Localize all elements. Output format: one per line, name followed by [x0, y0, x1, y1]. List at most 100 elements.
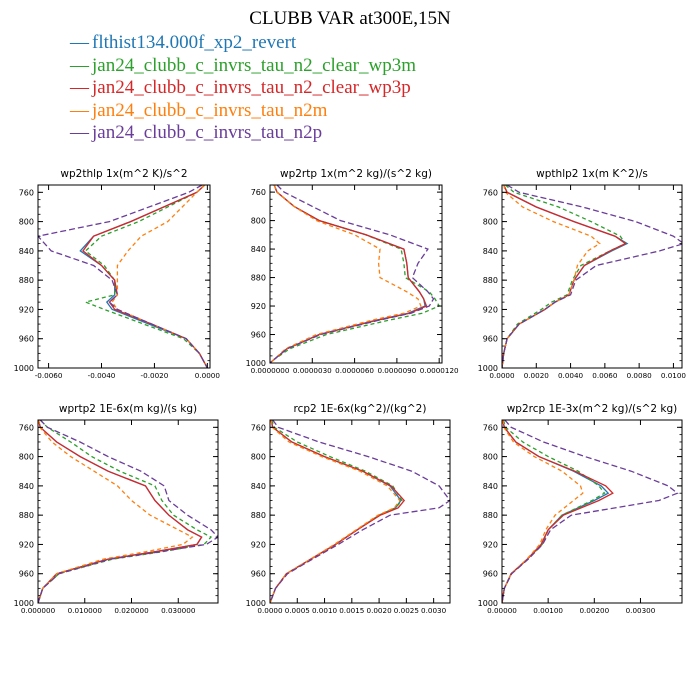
y-tick-label: 760 — [251, 423, 266, 432]
y-tick-label: 960 — [483, 570, 498, 579]
y-tick-label: 960 — [19, 570, 34, 579]
y-tick-label: 800 — [19, 453, 34, 462]
legend-label: jan24_clubb_c_invrs_tau_n2p — [92, 122, 323, 143]
y-tick-label: 880 — [251, 274, 266, 283]
x-tick-label: -0.0060 — [35, 371, 63, 380]
chart-panel: wp2thlp 1x(m^2 K)/s^2 760 800 840 880 920 960 1… — [14, 168, 221, 380]
plot-frame — [269, 419, 451, 604]
legend-dash-icon: — — [70, 32, 89, 53]
series-line — [38, 420, 203, 603]
x-tick-label: 0.00100 — [533, 606, 563, 615]
plot-frame — [37, 184, 211, 369]
x-tick-label: 0.0080 — [627, 371, 653, 380]
y-tick-label: 1000 — [246, 359, 266, 368]
y-tick-label: 880 — [483, 511, 498, 520]
series-line — [270, 420, 450, 603]
y-tick-label: 800 — [19, 218, 34, 227]
x-tick-label: 0.000000 — [21, 606, 56, 615]
x-tick-label: 0.00200 — [579, 606, 609, 615]
x-tick-label: 0.030000 — [161, 606, 196, 615]
plot-frame — [37, 419, 219, 604]
chart-panel: wprtp2 1E-6x(m kg)/(s kg) 760 800 840 880 920… — [14, 403, 219, 615]
y-tick-label: 920 — [19, 540, 34, 549]
y-tick-label: 840 — [19, 482, 34, 491]
series-line — [270, 420, 403, 603]
legend-dash-icon: — — [70, 54, 89, 76]
y-tick-label: 920 — [251, 302, 266, 311]
series-line — [38, 420, 213, 603]
series-line — [38, 185, 208, 368]
legend: — flthist134.000f_xp2_revert — jan24_clubb… — [70, 32, 416, 145]
x-tick-label: 0.0000 — [257, 606, 283, 615]
series-line — [270, 185, 435, 363]
series-line — [502, 420, 610, 603]
y-tick-label: 880 — [483, 276, 498, 285]
series-line — [502, 185, 627, 368]
series-line — [111, 185, 208, 368]
chart-panel: wp2rcp 1E-3x(m^2 kg)/(s^2 kg) 760 800 840 88… — [478, 403, 683, 615]
series-line — [38, 420, 203, 603]
y-tick-label: 800 — [251, 453, 266, 462]
legend-label: flthist134.000f_xp2_revert — [92, 32, 297, 53]
y-tick-label: 920 — [19, 305, 34, 314]
legend-dash-icon: — — [70, 77, 89, 98]
x-tick-label: 0.00000 — [487, 606, 517, 615]
x-tick-label: 0.0000090 — [377, 366, 416, 375]
y-tick-label: 960 — [19, 335, 34, 344]
figure-title: CLUBB VAR at300E,15N — [249, 8, 451, 29]
series-line — [82, 185, 208, 368]
series-line — [502, 420, 679, 603]
series-line — [502, 420, 614, 603]
y-tick-label: 800 — [483, 218, 498, 227]
x-tick-label: 0.020000 — [114, 606, 149, 615]
plot-frame — [501, 419, 683, 604]
y-tick-label: 880 — [19, 511, 34, 520]
series-line — [502, 185, 682, 368]
x-tick-label: 0.0000060 — [335, 366, 374, 375]
y-tick-label: 1000 — [14, 364, 34, 373]
y-tick-label: 840 — [251, 482, 266, 491]
x-tick-label: 0.0000120 — [420, 366, 459, 375]
series-line — [502, 185, 629, 368]
series-line — [270, 185, 422, 363]
x-tick-label: 0.0000000 — [251, 366, 290, 375]
chart-panel: wp2rtp 1x(m^2 kg)/(s^2 kg) 760 800 840 880 92… — [246, 168, 459, 375]
x-tick-label: 0.0015 — [339, 606, 364, 615]
x-tick-label: 0.0000 — [489, 371, 515, 380]
chart-panel: wpthlp2 1x(m K^2)/s 760 800 840 880 920 960 100… — [478, 168, 687, 380]
series-line — [502, 185, 627, 368]
x-tick-label: 0.0020 — [367, 606, 393, 615]
legend-entry: — jan24_clubb_c_invrs_tau_n2m — [70, 100, 416, 123]
y-tick-label: 920 — [251, 540, 266, 549]
series-line — [270, 420, 406, 603]
x-tick-label: 0.0030 — [421, 606, 447, 615]
x-tick-label: 0.0100 — [661, 371, 687, 380]
legend-entry: — jan24_clubb_c_invrs_tau_n2p — [70, 122, 416, 145]
x-tick-label: 0.0010 — [312, 606, 338, 615]
y-tick-label: 760 — [251, 188, 266, 197]
x-tick-label: -0.0040 — [88, 371, 116, 380]
chart-title: wp2rcp 1E-3x(m^2 kg)/(s^2 kg) — [507, 403, 678, 415]
chart-panel: rcp2 1E-6x(kg^2)/(kg^2) 760 800 840 880 920 96… — [246, 403, 451, 615]
y-tick-label: 760 — [19, 423, 34, 432]
x-tick-label: 0.0005 — [285, 606, 310, 615]
x-tick-label: -0.0020 — [141, 371, 169, 380]
legend-label: jan24_clubb_c_invrs_tau_n2_clear_wp3m — [92, 54, 416, 76]
y-tick-label: 1000 — [14, 599, 34, 608]
y-tick-label: 920 — [483, 305, 498, 314]
series-line — [83, 185, 208, 368]
legend-dash-icon: — — [70, 99, 89, 121]
y-tick-label: 960 — [251, 331, 266, 340]
x-tick-label: 0.0025 — [394, 606, 419, 615]
legend-label: jan24_clubb_c_invrs_tau_n2m — [92, 99, 328, 121]
y-tick-label: 920 — [483, 540, 498, 549]
x-tick-label: 0.010000 — [68, 606, 103, 615]
legend-dash-icon: — — [70, 122, 89, 143]
legend-label: jan24_clubb_c_invrs_tau_n2_clear_wp3p — [92, 77, 411, 98]
series-line — [38, 420, 194, 603]
y-tick-label: 760 — [19, 188, 34, 197]
series-line — [502, 420, 606, 603]
y-tick-label: 840 — [483, 247, 498, 256]
chart-title: rcp2 1E-6x(kg^2)/(kg^2) — [294, 403, 427, 415]
y-tick-label: 800 — [251, 217, 266, 226]
